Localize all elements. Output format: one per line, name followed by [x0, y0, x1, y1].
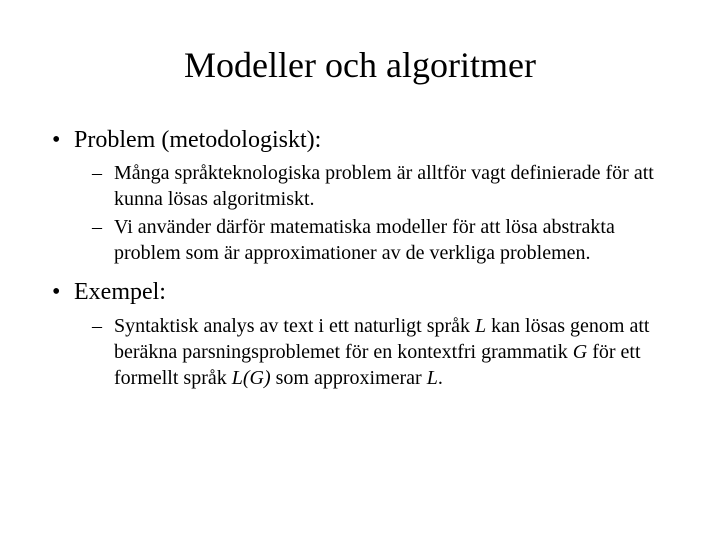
- seg-pre: Syntaktisk analys av text i ett naturlig…: [114, 315, 475, 337]
- seg-L2: L: [427, 367, 438, 389]
- subbullet-example-1: Syntaktisk analys av text i ett naturlig…: [74, 313, 670, 391]
- bullet-list: Problem (metodologiskt): Många språktekn…: [50, 124, 670, 391]
- bullet-problem-text: Problem (metodologiskt):: [74, 127, 321, 153]
- subbullet-problem-2: Vi använder därför matematiska modeller …: [74, 214, 670, 266]
- seg-L1: L: [475, 315, 486, 337]
- slide: Modeller och algoritmer Problem (metodol…: [0, 0, 720, 540]
- bullet-example: Exempel: Syntaktisk analys av text i ett…: [50, 276, 670, 390]
- seg-LG: L(G): [232, 367, 271, 389]
- slide-title: Modeller och algoritmer: [50, 44, 670, 86]
- subbullet-problem-1: Många språkteknologiska problem är alltf…: [74, 160, 670, 212]
- bullet-problem: Problem (metodologiskt): Många språktekn…: [50, 124, 670, 266]
- bullet-problem-sublist: Många språkteknologiska problem är alltf…: [74, 160, 670, 266]
- seg-G: G: [573, 341, 587, 363]
- bullet-example-text: Exempel:: [74, 279, 166, 305]
- bullet-example-sublist: Syntaktisk analys av text i ett naturlig…: [74, 313, 670, 391]
- seg-mid3: som approximerar: [271, 367, 427, 389]
- seg-end: .: [438, 367, 443, 389]
